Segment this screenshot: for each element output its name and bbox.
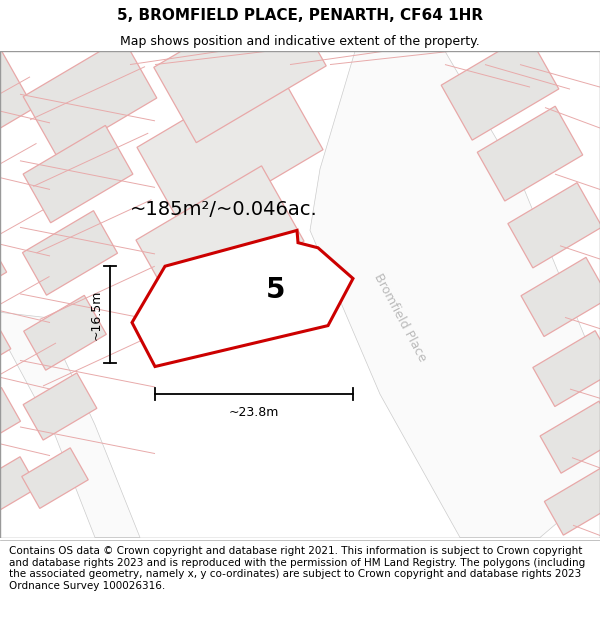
Polygon shape <box>477 106 583 201</box>
Polygon shape <box>310 51 600 538</box>
Polygon shape <box>22 448 88 508</box>
Polygon shape <box>0 312 11 384</box>
Polygon shape <box>441 34 559 140</box>
Polygon shape <box>23 373 97 440</box>
Polygon shape <box>0 388 20 452</box>
Polygon shape <box>154 0 326 142</box>
Polygon shape <box>533 331 600 406</box>
Polygon shape <box>508 182 600 268</box>
Polygon shape <box>0 457 38 516</box>
Polygon shape <box>0 312 140 538</box>
Polygon shape <box>132 231 353 366</box>
Polygon shape <box>137 66 323 231</box>
Text: 5, BROMFIELD PLACE, PENARTH, CF64 1HR: 5, BROMFIELD PLACE, PENARTH, CF64 1HR <box>117 8 483 23</box>
Polygon shape <box>0 51 34 164</box>
Polygon shape <box>544 468 600 535</box>
Text: ~185m²/~0.046ac.: ~185m²/~0.046ac. <box>130 201 318 219</box>
Polygon shape <box>136 166 304 316</box>
Polygon shape <box>23 126 133 222</box>
Text: Contains OS data © Crown copyright and database right 2021. This information is : Contains OS data © Crown copyright and d… <box>9 546 585 591</box>
Text: Map shows position and indicative extent of the property.: Map shows position and indicative extent… <box>120 34 480 48</box>
Polygon shape <box>521 258 600 336</box>
Text: ~16.5m: ~16.5m <box>89 289 103 340</box>
Text: ~23.8m: ~23.8m <box>229 406 279 419</box>
Text: 5: 5 <box>266 276 286 304</box>
Polygon shape <box>0 229 7 313</box>
Polygon shape <box>23 38 157 157</box>
Polygon shape <box>23 296 106 370</box>
Text: Bromfield Place: Bromfield Place <box>371 271 429 364</box>
Polygon shape <box>540 401 600 473</box>
Polygon shape <box>22 211 118 295</box>
